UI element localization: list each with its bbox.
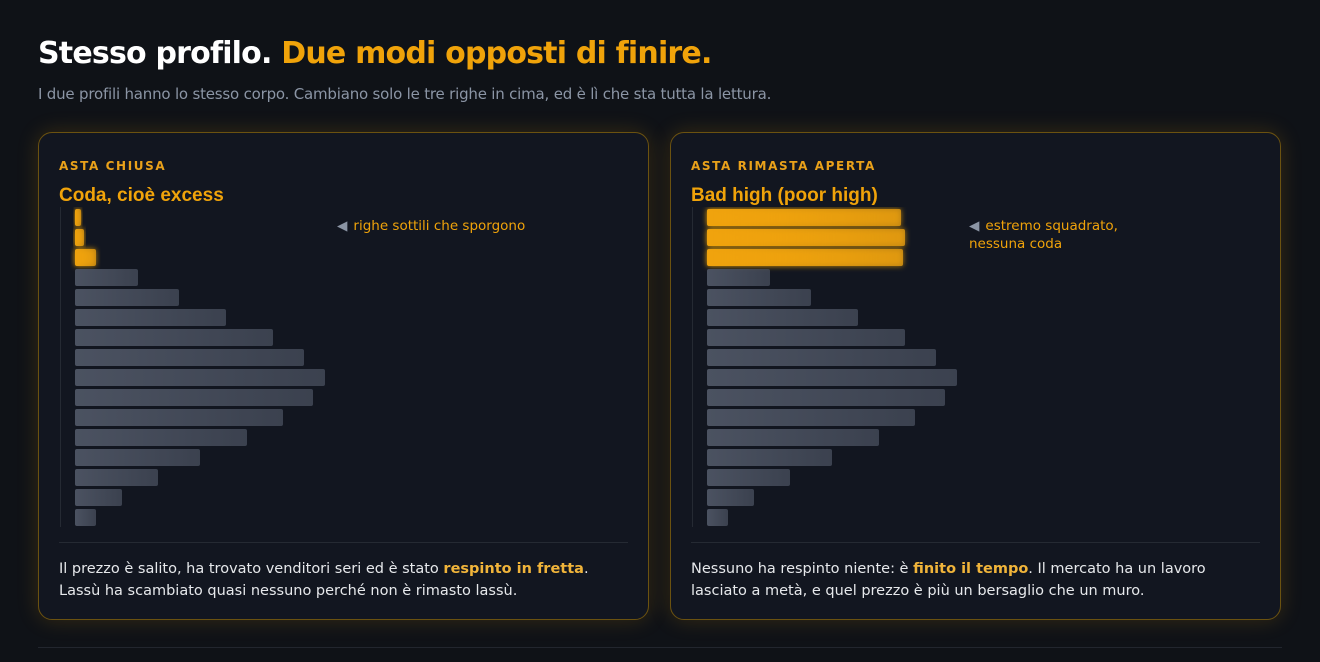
card: ASTA RIMASTA APERTA Bad high (poor high) ◀…: [670, 132, 1281, 620]
bar: [707, 209, 901, 226]
bar: [707, 469, 790, 486]
caption-text: . Lassù ha scambiato quasi nessuno perch…: [59, 561, 589, 599]
bar: [707, 509, 728, 526]
bar: [707, 289, 811, 306]
bar: [75, 269, 138, 286]
bar: [707, 309, 858, 326]
bar: [75, 209, 81, 226]
annotation: ◀ estremo squadrato, nessuna coda: [969, 217, 1169, 253]
bar: [75, 369, 325, 386]
divider: [691, 542, 1260, 543]
bottom-rule: [38, 647, 1282, 648]
bar: [707, 269, 770, 286]
bar: [707, 389, 945, 406]
subtitle: I due profili hanno lo stesso corpo. Cam…: [38, 85, 772, 103]
bar: [707, 349, 936, 366]
card: ASTA CHIUSA Coda, cioè excess ◀ righe sotti…: [38, 132, 649, 620]
caption: Il prezzo è salito, ha trovato venditori…: [59, 558, 634, 602]
bar: [707, 369, 957, 386]
annotation: ◀ righe sottili che sporgono: [337, 217, 537, 235]
bar: [707, 329, 905, 346]
bar: [75, 349, 304, 366]
bar: [75, 249, 96, 266]
caption-highlight: respinto in fretta: [443, 561, 584, 577]
bar: [75, 489, 122, 506]
bar: [75, 289, 179, 306]
caption-highlight: finito il tempo: [913, 561, 1029, 577]
bar: [707, 229, 905, 246]
bar: [707, 249, 903, 266]
title-plain: Stesso profilo.: [38, 36, 272, 71]
caption-text: Il prezzo è salito, ha trovato venditori…: [59, 561, 444, 577]
annotation-text: estremo squadrato, nessuna coda: [969, 218, 1118, 252]
annotation-arrow: ◀: [337, 218, 348, 234]
eyebrow: ASTA CHIUSA: [59, 159, 167, 173]
eyebrow: ASTA RIMASTA APERTA: [691, 159, 876, 173]
chart-title: Bad high (poor high): [691, 185, 878, 206]
bar: [75, 389, 313, 406]
title-accent: Due modi opposti di finire.: [281, 36, 712, 71]
bar: [75, 229, 84, 246]
caption-text: Nessuno ha respinto niente: è: [691, 561, 914, 577]
bar-chart: [60, 207, 325, 527]
page-title: Stesso profilo. Due modi opposti di fini…: [38, 36, 712, 71]
bar-chart: [692, 207, 957, 527]
bar: [707, 429, 879, 446]
bar: [75, 429, 247, 446]
bar: [75, 309, 226, 326]
bar: [707, 449, 832, 466]
caption: Nessuno ha respinto niente: è finito il …: [691, 558, 1266, 602]
bar: [707, 409, 915, 426]
caption-text: . Il mercato ha un lavoro lasciato a met…: [691, 561, 1206, 599]
bar: [75, 469, 158, 486]
annotation-arrow: ◀: [969, 218, 980, 234]
bar: [707, 489, 754, 506]
chart-title: Coda, cioè excess: [59, 185, 224, 206]
bar: [75, 449, 200, 466]
annotation-text: righe sottili che sporgono: [353, 218, 526, 234]
bar: [75, 509, 96, 526]
bar: [75, 409, 283, 426]
bar: [75, 329, 273, 346]
divider: [59, 542, 628, 543]
